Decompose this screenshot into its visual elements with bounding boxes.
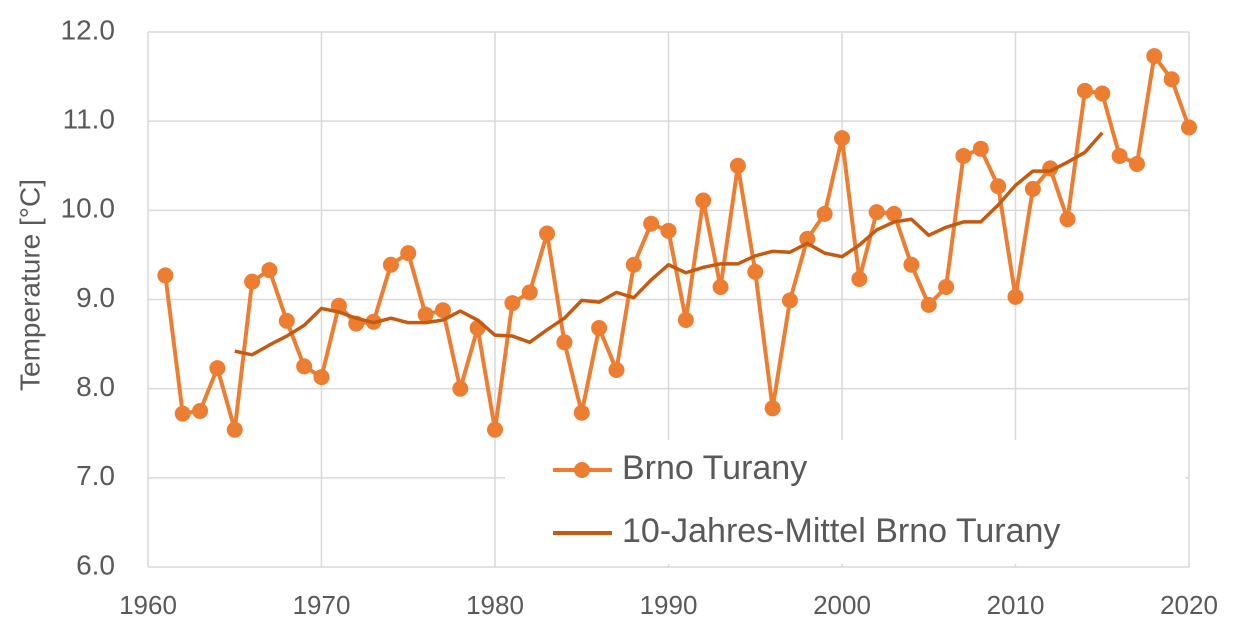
y-tick-label: 8.0 bbox=[76, 371, 115, 402]
data-point bbox=[1059, 211, 1076, 228]
data-point bbox=[192, 402, 209, 419]
x-tick-label: 2000 bbox=[813, 590, 871, 620]
data-point bbox=[157, 267, 174, 284]
data-point bbox=[903, 256, 920, 273]
data-point bbox=[1181, 119, 1197, 136]
data-point bbox=[1163, 71, 1180, 88]
x-tick-label: 1970 bbox=[293, 590, 351, 620]
x-tick-label: 1980 bbox=[466, 590, 524, 620]
data-point bbox=[834, 130, 850, 147]
data-point bbox=[382, 256, 399, 273]
legend: Brno Turany 10-Jahres-Mittel Brno Turany bbox=[505, 440, 1185, 564]
data-point bbox=[625, 256, 642, 273]
data-point bbox=[469, 320, 486, 337]
data-point bbox=[851, 270, 868, 287]
data-point bbox=[781, 292, 798, 309]
data-point bbox=[938, 279, 955, 296]
data-point bbox=[452, 380, 469, 397]
data-point bbox=[990, 178, 1007, 195]
x-tick-label: 2020 bbox=[1160, 590, 1218, 620]
data-point bbox=[886, 205, 903, 222]
data-point bbox=[972, 140, 989, 157]
series-line bbox=[234, 131, 1104, 357]
y-tick-label: 10.0 bbox=[61, 193, 116, 224]
legend-marker bbox=[574, 462, 590, 478]
series-line bbox=[163, 54, 1191, 432]
data-point bbox=[313, 369, 330, 386]
data-point bbox=[1076, 82, 1093, 99]
data-point bbox=[1024, 180, 1041, 197]
data-point bbox=[1111, 147, 1128, 164]
data-point bbox=[226, 421, 243, 438]
data-point bbox=[539, 225, 556, 242]
data-point bbox=[816, 205, 833, 222]
data-point bbox=[278, 312, 295, 329]
data-point bbox=[747, 263, 764, 280]
data-point bbox=[868, 204, 885, 221]
y-tick-label: 12.0 bbox=[61, 14, 116, 45]
y-tick-label: 9.0 bbox=[76, 282, 115, 313]
data-point bbox=[643, 215, 660, 232]
data-point bbox=[799, 230, 816, 247]
data-point bbox=[174, 405, 191, 422]
data-point bbox=[712, 279, 729, 296]
data-point bbox=[677, 312, 694, 329]
data-point bbox=[504, 295, 521, 312]
data-point bbox=[296, 358, 313, 375]
data-point bbox=[729, 157, 746, 174]
y-axis-label: Temperature [°C] bbox=[14, 179, 45, 391]
x-tick-label: 1990 bbox=[640, 590, 698, 620]
legend-label: 10-Jahres-Mittel Brno Turany bbox=[622, 512, 1060, 550]
data-point bbox=[400, 245, 417, 262]
data-point bbox=[608, 361, 625, 378]
x-tick-label: 1960 bbox=[119, 590, 177, 620]
data-point bbox=[1146, 48, 1163, 65]
data-point bbox=[695, 192, 712, 209]
data-point bbox=[417, 306, 434, 323]
data-point bbox=[764, 400, 781, 417]
y-tick-label: 6.0 bbox=[76, 549, 115, 580]
data-point bbox=[261, 262, 278, 279]
data-point bbox=[920, 296, 937, 313]
x-tick-label: 2010 bbox=[987, 590, 1045, 620]
data-point bbox=[487, 421, 503, 438]
y-tick-label: 11.0 bbox=[63, 104, 115, 135]
data-point bbox=[556, 334, 573, 351]
data-point bbox=[434, 302, 451, 319]
data-point bbox=[1007, 288, 1024, 305]
data-point bbox=[660, 222, 677, 239]
y-tick-label: 7.0 bbox=[76, 460, 115, 491]
data-point bbox=[209, 360, 226, 377]
data-point bbox=[244, 273, 261, 290]
data-point bbox=[1094, 85, 1111, 102]
data-point bbox=[955, 147, 972, 164]
data-point bbox=[591, 320, 608, 337]
legend-box bbox=[505, 440, 1185, 564]
data-point bbox=[1128, 155, 1145, 172]
data-point bbox=[521, 284, 538, 301]
legend-label: Brno Turany bbox=[622, 449, 807, 487]
data-point bbox=[573, 404, 590, 421]
